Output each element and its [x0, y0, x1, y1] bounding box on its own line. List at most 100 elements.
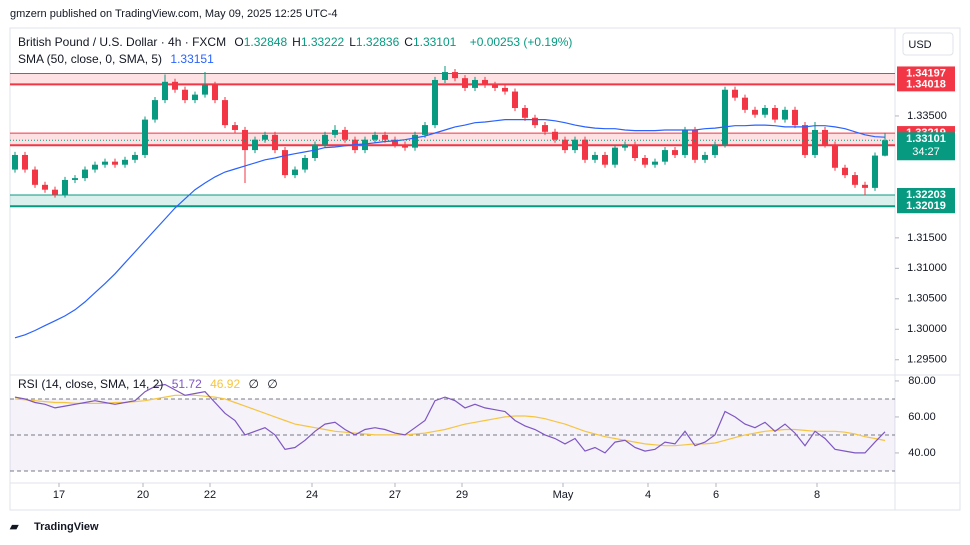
candle-body — [112, 161, 118, 165]
candle-body — [592, 154, 598, 160]
candle-body — [22, 154, 28, 170]
footer: TradingView — [34, 521, 99, 533]
candle-body — [572, 139, 578, 151]
candle-body — [272, 134, 278, 151]
candle-body — [342, 129, 348, 140]
y-tick-label: 1.30500 — [907, 293, 947, 305]
rsi-tick-label: 60.00 — [908, 411, 936, 423]
candle-body — [82, 169, 88, 179]
candle-body — [622, 144, 628, 148]
candle-body — [412, 134, 418, 148]
rsi-legend: RSI (14, close, SMA, 14, 2) 51.72 46.92 … — [18, 377, 283, 391]
ohlc-label: O — [234, 35, 244, 49]
x-tick-label: 22 — [204, 489, 216, 501]
candle-body — [42, 184, 48, 190]
candle-body — [562, 139, 568, 151]
candle-body — [502, 87, 508, 92]
candle-body — [422, 125, 428, 135]
y-tick-label: 1.31500 — [907, 232, 947, 244]
y-tick-label: 1.31000 — [907, 262, 947, 274]
candle-body — [72, 178, 78, 180]
candle-body — [722, 89, 728, 145]
candle-body — [712, 144, 718, 155]
candle-body — [182, 89, 188, 101]
candle-body — [212, 84, 218, 101]
level-box — [897, 66, 955, 81]
candle-body — [312, 144, 318, 159]
candle-body — [522, 108, 528, 118]
symbol-legend: British Pound / U.S. Dollar · 4h · FXCM … — [18, 35, 577, 49]
candle-body — [192, 94, 198, 101]
ohlc: O1.32848 H1.33222 L1.32836 C1.33101 — [234, 35, 461, 49]
ohlc-label: C — [404, 35, 413, 49]
y-tick-label: 1.29500 — [907, 354, 947, 366]
ohlc-value: 1.33101 — [412, 35, 457, 49]
ohlc-label: H — [292, 35, 301, 49]
rsi-line — [14, 383, 886, 454]
candle-body — [742, 97, 748, 110]
candle-body — [612, 147, 618, 165]
countdown: 34:27 — [912, 146, 940, 158]
candle-body — [882, 140, 888, 156]
rsi-sma-value: 46.92 — [210, 377, 241, 391]
x-tick-label: May — [553, 489, 574, 501]
candle-body — [62, 179, 68, 195]
level-box — [897, 77, 955, 92]
rsi-extra: ∅ — [248, 377, 259, 391]
candle-body — [152, 100, 158, 120]
candle-body — [482, 79, 488, 85]
candle-body — [672, 150, 678, 155]
candle-body — [652, 161, 658, 165]
logo: ▰ — [9, 521, 19, 533]
candle-body — [852, 175, 858, 185]
zone — [10, 73, 895, 85]
sma-value: 1.33151 — [170, 52, 214, 66]
currency-box[interactable] — [902, 32, 954, 56]
candle-body — [772, 108, 778, 120]
currency[interactable]: USD — [908, 39, 931, 51]
candle-body — [462, 78, 468, 88]
candle-body — [732, 89, 738, 98]
candle-body — [432, 79, 438, 126]
candle-body — [832, 144, 838, 168]
candle-body — [542, 125, 548, 132]
ohlc-value: 1.32848 — [243, 35, 288, 49]
candle-body — [122, 159, 128, 165]
candle-body — [752, 109, 758, 115]
ohlc-value: 1.33222 — [300, 35, 345, 49]
candle-body — [532, 117, 538, 126]
publisher: gmzern published on TradingView.com, May… — [10, 8, 338, 20]
candle-body — [332, 129, 338, 135]
candle-body — [692, 129, 698, 160]
ohlc-label: L — [349, 35, 356, 49]
candle-body — [322, 134, 328, 145]
candle-body — [762, 108, 768, 115]
candle-body — [92, 164, 98, 170]
rsi-extra: ∅ — [267, 377, 278, 391]
candle-body — [12, 154, 18, 170]
candle-body — [262, 134, 268, 140]
x-tick-label: 17 — [53, 489, 65, 501]
candle-body — [862, 184, 868, 188]
candle-body — [362, 139, 368, 151]
candle-body — [142, 119, 148, 155]
rsi-tick-label: 80.00 — [908, 375, 936, 387]
candle-body — [282, 150, 288, 176]
x-tick-label: 29 — [456, 489, 468, 501]
candle-body — [172, 81, 178, 90]
zone — [10, 133, 895, 146]
x-tick-label: 20 — [137, 489, 149, 501]
ohlc-value: 1.32836 — [355, 35, 400, 49]
candle-body — [222, 100, 228, 126]
candle-body — [662, 150, 668, 162]
candle-body — [792, 109, 798, 126]
candle-body — [452, 72, 458, 79]
last-price-label: 1.33101 — [906, 133, 946, 145]
symbol: British Pound / U.S. Dollar · 4h · FXCM — [18, 35, 227, 49]
x-tick-label: 4 — [645, 489, 651, 501]
frame — [9, 27, 961, 511]
candle-body — [162, 81, 168, 101]
x-tick-label: 8 — [814, 489, 820, 501]
candle-body — [582, 139, 588, 160]
